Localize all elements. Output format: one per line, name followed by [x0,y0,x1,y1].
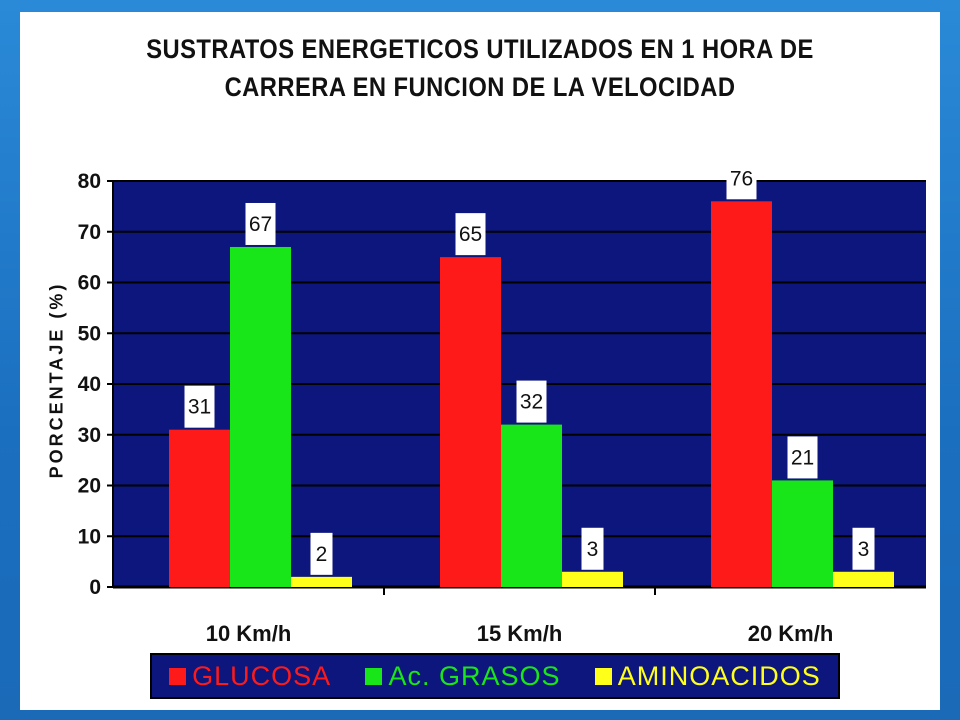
bar-grasos-2 [772,480,833,587]
legend-swatch-aminoacidos [594,667,612,685]
chart-legend: GLUCOSA Ac. GRASOS AMINOACIDOS [150,653,840,699]
bar-grasos-1 [501,424,562,587]
bar-aminoacidos-1 [562,571,623,587]
data-label-box [455,213,486,256]
data-label-box [787,436,818,479]
x-category-label: 15 Km/h [477,621,563,646]
bar-glucosa-2 [711,201,772,588]
bar-grasos-0 [230,246,291,587]
chart-title: SUSTRATOS ENERGETICOS UTILIZADOS EN 1 HO… [58,30,903,106]
y-tick-label: 50 [78,322,101,345]
legend-label-aminoacidos: AMINOACIDOS [617,660,821,691]
data-label-grasos-2: 21 [791,446,814,469]
data-label-box [310,532,333,575]
data-label-aminoacidos-2: 3 [858,538,870,561]
data-label-grasos-1: 32 [520,391,543,414]
data-label-aminoacidos-0: 2 [316,543,328,566]
legend-label-grasos: Ac. GRASOS [388,660,561,691]
y-tick-label: 10 [78,525,101,548]
legend-swatch-grasos [365,667,383,685]
data-label-box [245,202,276,245]
y-tick-label: 60 [78,272,101,295]
bar-aminoacidos-0 [291,576,352,587]
bar-glucosa-1 [440,257,501,587]
y-tick-label: 70 [78,221,101,244]
data-label-grasos-0: 67 [249,213,272,236]
data-label-box [184,385,215,428]
y-tick-label: 40 [78,373,101,396]
data-label-glucosa-1: 65 [459,223,482,246]
y-tick-label: 20 [78,475,101,498]
legend-item-aminoacidos: AMINOACIDOS [594,660,821,692]
y-tick-label: 30 [78,424,101,447]
chart-title-line-2: CARRERA EN FUNCION DE LA VELOCIDAD [224,72,736,102]
data-label-glucosa-0: 31 [188,396,211,419]
bar-aminoacidos-2 [833,571,894,587]
y-tick-label: 80 [78,170,101,193]
data-label-box [726,157,757,200]
data-label-box [516,380,547,423]
legend-swatch-glucosa [169,667,187,685]
legend-label-glucosa: GLUCOSA [192,660,332,691]
x-category-label: 10 Km/h [206,621,292,646]
data-label-aminoacidos-1: 3 [587,538,599,561]
data-label-box [852,527,875,570]
legend-item-glucosa: GLUCOSA [169,661,331,692]
legend-item-grasos: Ac. GRASOS [365,661,560,692]
x-category-label: 20 Km/h [748,621,834,646]
data-label-glucosa-2: 76 [730,167,753,190]
y-tick-label: 0 [89,576,101,599]
chart-title-line-1: SUSTRATOS ENERGETICOS UTILIZADOS EN 1 HO… [146,34,814,64]
data-label-box [581,527,604,570]
bar-glucosa-0 [169,429,230,587]
